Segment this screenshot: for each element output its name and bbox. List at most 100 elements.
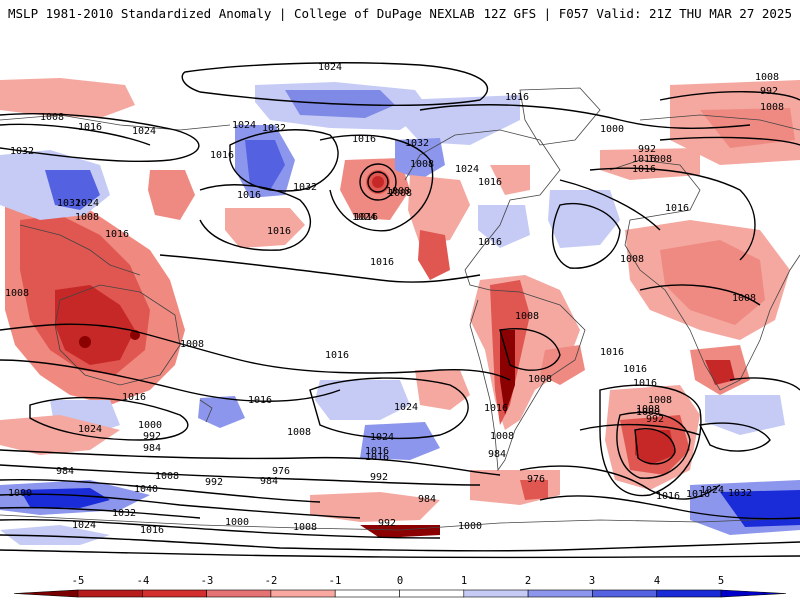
contour-label: 1040 [134,484,158,495]
contour-label: 1016 [354,212,378,223]
colorbar-swatch [206,589,272,598]
contour-label: 1024 [352,212,376,223]
contour-label: 1000 [458,521,482,532]
colorbar-swatch [142,589,207,598]
colorbar-tick-label: -1 [329,575,342,587]
colorbar-swatch [334,589,400,598]
map-title: MSLP 1981-2010 Standardized Anomaly | Co… [8,6,475,21]
contour-label: 1024 [78,424,102,435]
colorbar-tick-label: -5 [72,575,85,587]
contour-label: 1008 [490,431,514,442]
contour-label: 1000 [138,420,162,431]
contour-label: 1008 [755,72,779,83]
contour-labels: 1024 1008 1016 1024 1016 1008 992 1032 1… [5,62,784,536]
contour-label: 1032 [112,508,136,519]
contour-label: 1000 [600,124,624,135]
contour-label: 1016 [623,364,647,375]
contour-label: 1008 [293,522,317,533]
contour-label: 1008 [5,288,29,299]
contour-label: 1016 [600,347,624,358]
contour-label: 1024 [370,432,394,443]
contour-label: 1024 [232,120,256,131]
contour-label: 992 [143,431,161,442]
contour-label: 1024 [700,485,724,496]
contour-label: 1016 [478,177,502,188]
contour-label: 1016 [484,403,508,414]
contour-label: 984 [418,494,436,505]
contour-label: 1024 [394,402,418,413]
colorbar-tick-label: 2 [525,575,531,587]
contour-label: 1032 [57,198,81,209]
contour-label: 1024 [318,62,342,73]
contour-label: 1000 [225,517,249,528]
contour-label: 1024 [455,164,479,175]
contour-label: 1024 [72,520,96,531]
contour-label: 1016 [365,446,389,457]
contour-label: 1032 [293,182,317,193]
contour-label: 976 [272,466,290,477]
contour-label: 1016 [267,226,291,237]
contour-label: 1016 [122,392,146,403]
model-run-info: 12Z GFS | F057 Valid: 21Z THU MAR 27 202… [483,6,792,21]
contour-label: 1000 [636,407,660,418]
contour-label: 1008 [386,186,410,197]
contour-label: 984 [488,449,506,460]
colorbar-swatch [592,589,658,598]
contour-label: 1016 [352,134,376,145]
contour-label: 992 [646,414,664,425]
contour-label: 1024 [75,198,99,209]
colorbar-tick-label: 5 [718,575,724,587]
colorbar: -5 -4 -3 -2 -1 0 1 2 3 4 5 [13,575,787,598]
colorbar-swatch [399,589,465,598]
contour-label: 1016 [505,92,529,103]
contour-label: 976 [527,474,545,485]
contour-label: 1008 [515,311,539,322]
colorbar-arrow-right [720,589,787,598]
contour-label: 1016 [105,229,129,240]
map-header: MSLP 1981-2010 Standardized Anomaly | Co… [0,0,800,30]
colorbar-swatch [270,589,336,598]
contour-label: 984 [260,476,278,487]
contour-label: 1008 [410,159,434,170]
contour-label: 992 [760,86,778,97]
contour-label: 1000 [8,488,32,499]
contour-label: 1016 [370,257,394,268]
contour-label: 1016 [325,350,349,361]
colorbar-tick-label: -3 [201,575,214,587]
colorbar-arrow-left [13,589,79,598]
colorbar-swatch [77,589,143,598]
contour-label: 1016 [478,237,502,248]
contour-label: 992 [205,477,223,488]
colorbar-tick-label: -4 [137,575,150,587]
contour-label: 1032 [405,138,429,149]
contour-label: 1016 [237,190,261,201]
contour-label: 1016 [686,489,710,500]
colorbar-tick-labels: -5 -4 -3 -2 -1 0 1 2 3 4 5 [72,575,724,587]
contour-label: 1032 [10,146,34,157]
contour-label: 1008 [180,339,204,350]
contour-label: 1008 [648,154,672,165]
contour-label: 1008 [40,112,64,123]
contour-label: 1016 [665,203,689,214]
contour-label: 1008 [75,212,99,223]
contour-label: 1008 [732,293,756,304]
anomaly-shading [0,78,800,545]
contour-label: 1008 [620,254,644,265]
colorbar-swatch [463,589,529,598]
colorbar-tick-label: 0 [397,575,403,587]
colorbar-tick-label: 3 [589,575,595,587]
contour-label: 1032 [728,488,752,499]
contour-label: 1016 [210,150,234,161]
contour-label: 1016 [78,122,102,133]
contour-label: 1008 [155,471,179,482]
colorbar-swatches [13,589,787,598]
world-map: 1024 1008 1016 1024 1016 1008 992 1032 1… [0,30,800,562]
contour-label: 1008 [528,374,552,385]
colorbar-swatch [656,589,722,598]
contour-label: 1008 [287,427,311,438]
contour-label: 1016 [656,491,680,502]
contour-label: 992 [378,518,396,529]
contour-label: 984 [56,466,74,477]
contour-label: 992 [370,472,388,483]
contour-label: 1016 [633,378,657,389]
